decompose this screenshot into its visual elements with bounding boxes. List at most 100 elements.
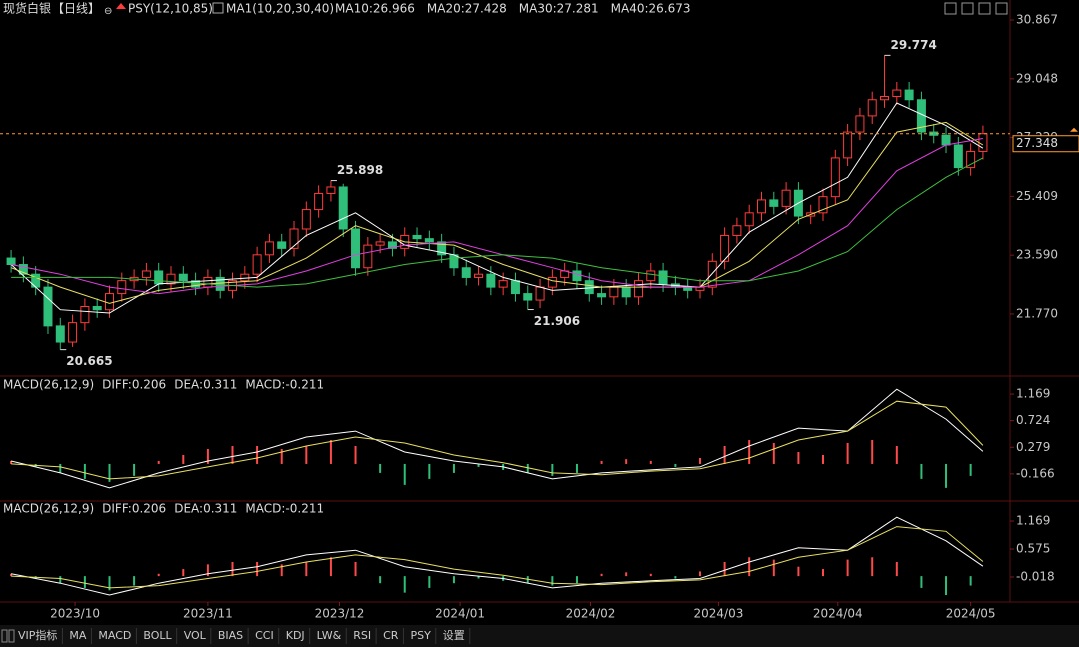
candle-body: [621, 286, 631, 298]
y-tick-label: 21.770: [1016, 306, 1058, 320]
tab[interactable]: CR: [383, 629, 399, 642]
candle-body: [498, 280, 508, 288]
candle-body: [43, 286, 53, 327]
toggle-icon[interactable]: ⊖: [104, 6, 112, 17]
candle-body: [412, 234, 422, 240]
y-tick-label: 0.724: [1016, 413, 1050, 427]
candle-body: [880, 96, 890, 101]
candle-body: [732, 225, 742, 236]
tab[interactable]: LW&: [317, 629, 342, 642]
candle-body: [351, 228, 361, 269]
panel-borders: [0, 0, 1079, 603]
indicator-header: MACD:-0.211: [245, 378, 324, 392]
candle-body: [289, 228, 299, 249]
tab-bar: [0, 625, 1079, 647]
tab[interactable]: BOLL: [143, 629, 172, 642]
candle-body: [818, 196, 828, 214]
extreme-label: 20.665: [66, 354, 112, 368]
tab[interactable]: KDJ: [286, 629, 305, 642]
indicator-header: MACD:-0.211: [245, 502, 324, 516]
candle-body: [375, 241, 385, 246]
candle-body: [535, 286, 545, 301]
indicator-line: [10, 388, 984, 489]
y-tick-label: 1.169: [1016, 387, 1050, 401]
tab-icon[interactable]: [8, 629, 15, 643]
candle-body: [326, 186, 336, 194]
candle-body: [547, 276, 557, 288]
x-tick-label: 2023/11: [183, 607, 233, 621]
candle-body: [215, 276, 225, 291]
control-button[interactable]: [995, 2, 1008, 15]
x-tick-label: 2023/12: [315, 607, 365, 621]
candle-body: [609, 286, 619, 298]
candle-body: [92, 306, 102, 311]
candle-body: [941, 134, 951, 146]
control-button[interactable]: [961, 2, 974, 15]
candle-body: [191, 280, 201, 288]
tab[interactable]: PSY: [410, 629, 431, 642]
indicator-line: [11, 400, 984, 480]
candle-body: [387, 241, 397, 249]
candle-body: [363, 244, 373, 269]
indicator-line: [11, 157, 984, 288]
period[interactable]: 【日线】: [52, 2, 100, 16]
extreme-label: 25.898: [337, 163, 383, 177]
candle-body: [252, 254, 262, 275]
candle-body: [769, 199, 779, 207]
control-button[interactable]: [944, 2, 957, 15]
candle-body: [437, 241, 447, 256]
candle-body: [80, 306, 90, 324]
candle-body: [141, 270, 151, 278]
ma-icon[interactable]: [212, 2, 224, 14]
x-tick-label: 2024/01: [435, 607, 485, 621]
tab-icon[interactable]: [1, 629, 8, 643]
tab[interactable]: CCI: [255, 629, 274, 642]
indicator[interactable]: PSY(12,10,85): [128, 2, 213, 16]
tab[interactable]: VIP指标: [18, 628, 57, 642]
y-tick-label: 30.867: [1016, 13, 1058, 27]
tab[interactable]: 设置: [443, 629, 465, 642]
ma-label[interactable]: MA1(10,20,30,40): [226, 2, 334, 16]
candle-body: [117, 280, 127, 295]
indicator-icon: [116, 3, 126, 9]
candle-body: [830, 157, 840, 198]
candle-body: [474, 273, 484, 278]
candle-body: [953, 144, 963, 169]
candle-body: [18, 264, 28, 275]
tab[interactable]: VOL: [184, 629, 207, 642]
tab[interactable]: MACD: [98, 629, 131, 642]
candle-body: [658, 270, 668, 285]
candle-body: [781, 189, 791, 207]
candle-body: [523, 293, 533, 301]
tab[interactable]: BIAS: [218, 629, 243, 642]
y-tick-label: 1.169: [1016, 513, 1050, 527]
candle-body: [633, 280, 643, 298]
candle-body: [264, 241, 274, 256]
candle-body: [154, 270, 164, 285]
tab[interactable]: RSI: [353, 629, 371, 642]
y-tick-label: 25.409: [1016, 189, 1058, 203]
control-button[interactable]: [978, 2, 991, 15]
indicator-header: DEA:0.311: [174, 502, 237, 516]
x-tick-label: 2023/10: [50, 607, 100, 621]
candle-body: [6, 257, 16, 266]
indicator-line: [11, 526, 984, 589]
current-price-arrow: [1070, 127, 1078, 132]
legend-entry: MA40:26.673: [611, 2, 691, 16]
legend-entry: MA30:27.281: [519, 2, 599, 16]
tab[interactable]: MA: [69, 629, 86, 642]
extreme-label: 21.906: [534, 314, 580, 328]
x-tick-label: 2024/03: [694, 607, 744, 621]
indicator-header: DEA:0.311: [174, 378, 237, 392]
legend-entry: MA20:27.428: [427, 2, 507, 16]
instrument-title: 现货白银: [3, 1, 51, 16]
y-tick-label: -0.018: [1016, 569, 1055, 583]
candle-body: [203, 276, 213, 288]
indicator-line: [10, 102, 984, 314]
candle-body: [104, 293, 114, 311]
candle-body: [166, 273, 176, 285]
candle-body: [314, 192, 324, 211]
y-tick-label: -0.166: [1016, 466, 1055, 480]
candle-body: [744, 212, 754, 227]
